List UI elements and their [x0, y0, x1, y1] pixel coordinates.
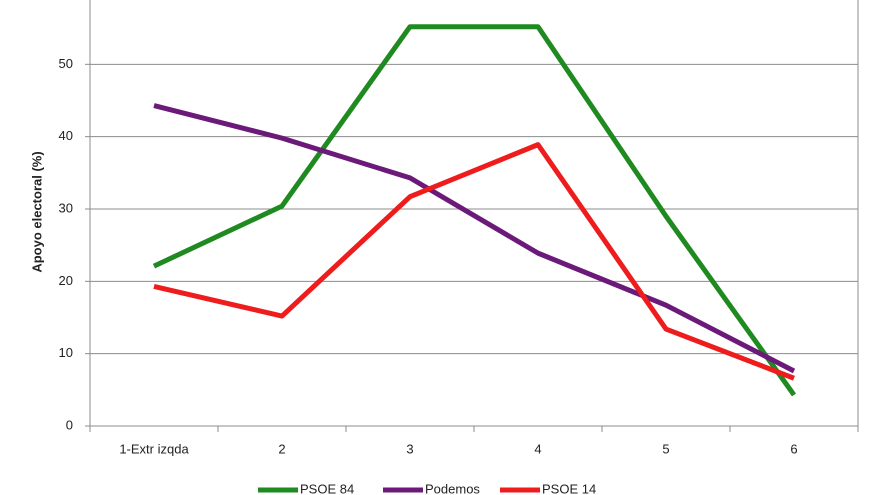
x-tick-label: 5: [662, 441, 669, 456]
legend-label: Podemos: [425, 481, 480, 495]
series-line: [153, 142, 795, 381]
legend-label: PSOE 14: [542, 481, 596, 495]
y-tick-label: 50: [59, 56, 73, 71]
x-tick-label: 4: [534, 441, 541, 456]
series-line: [153, 103, 796, 374]
y-tick-label: 40: [59, 128, 73, 143]
x-tick-label: 6: [790, 441, 797, 456]
y-tick-label: 30: [59, 200, 73, 215]
x-tick-label: 3: [406, 441, 413, 456]
y-tick-label: 20: [59, 273, 73, 288]
legend-label: PSOE 84: [300, 481, 354, 495]
series-line: [152, 24, 797, 397]
x-tick-label: 1-Extr izqda: [119, 441, 189, 456]
y-tick-label: 0: [66, 417, 73, 432]
y-tick-label: 10: [59, 345, 73, 360]
y-axis-label: Apoyo electoral (%): [29, 151, 44, 272]
x-tick-label: 2: [278, 441, 285, 456]
